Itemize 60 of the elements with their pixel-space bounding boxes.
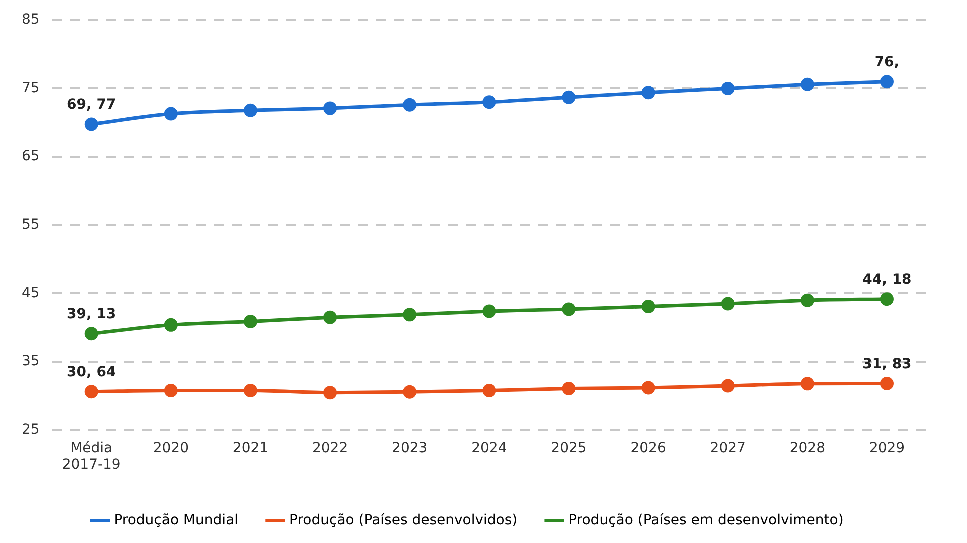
point [562,302,576,316]
annotation: 30, 64 [67,364,116,380]
point [84,385,98,399]
annotation: 76, [874,54,900,71]
x-tick-label: 2022 [312,440,348,456]
point [642,86,656,100]
x-tick-label: 2027 [710,440,746,456]
annotation: 44, 18 [862,272,912,288]
x-tick-label: 2025 [551,440,587,456]
annotation: 31, 83 [862,356,912,372]
y-tick-label: 65 [22,148,40,165]
legend-label: Produção (Países desenvolvidos) [290,512,518,529]
point [482,384,496,398]
point [244,315,258,328]
point [403,308,417,322]
point [164,318,178,332]
point [642,300,656,314]
point [324,310,338,324]
point [642,381,656,395]
y-tick-label: 25 [22,422,40,438]
point [721,82,735,96]
x-tick-label: 2023 [392,440,428,456]
point [244,384,258,398]
point [84,327,98,341]
point [800,377,814,391]
x-tick-label: 2029 [869,440,906,456]
point [800,294,814,308]
point [800,78,814,92]
point [84,118,98,132]
y-tick-label: 45 [22,285,40,302]
point [164,384,178,398]
point [880,292,894,306]
annotation: 39, 13 [67,306,116,322]
y-tick-label: 55 [22,217,40,234]
x-tick-label: 2028 [790,440,826,456]
x-tick-label: 2026 [630,440,666,456]
y-tick-label: 75 [22,80,40,96]
point [482,304,496,318]
point [880,376,894,390]
point [403,98,417,112]
point [164,107,178,121]
point [721,379,735,393]
x-tick-label: Média 2017-19 [62,440,121,474]
point [482,96,496,110]
x-tick-label: 2024 [472,440,508,456]
point [324,102,338,116]
point [244,104,258,118]
y-tick-label: 35 [22,354,40,370]
x-tick-label: 2020 [153,440,189,456]
point [880,75,894,89]
point [562,382,576,396]
y-tick-label: 85 [22,12,40,28]
point [324,386,338,400]
point [403,385,417,399]
x-tick-label: 2021 [232,440,269,456]
point [562,90,576,104]
legend-label: Produção (Países em desenvolvimento) [568,512,844,529]
point [721,297,735,311]
legend-label: Produção Mundial [114,512,239,529]
annotation: 69, 77 [67,97,116,114]
